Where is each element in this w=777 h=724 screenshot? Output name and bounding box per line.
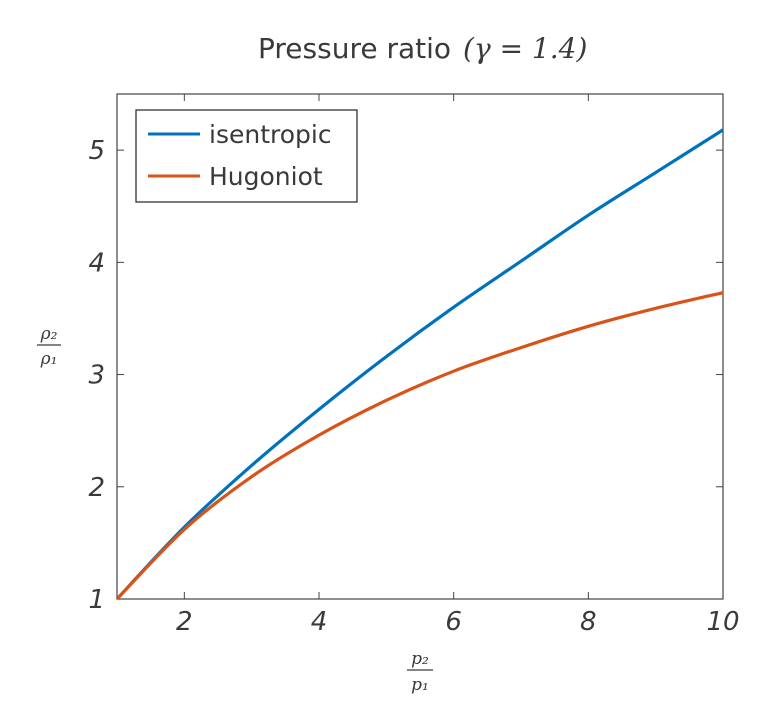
- plot-area-frame: [116, 93, 724, 600]
- y-axis-ticks: 1 2 3 4 5: [88, 136, 723, 615]
- x-tick-label-6: 6: [445, 607, 462, 637]
- y-tick-label-5: 5: [88, 136, 105, 166]
- y-axis-label-denominator: ρ₁: [40, 349, 58, 369]
- legend: isentropic Hugoniot: [135, 109, 358, 203]
- x-axis-label-denominator: p₁: [411, 675, 429, 695]
- x-tick-label-10: 10: [706, 607, 739, 637]
- series-line-hugoniot: [115, 291, 724, 601]
- chart-title-math: (γ = 1.4): [463, 32, 587, 65]
- x-axis-label-numerator: p₂: [411, 649, 429, 669]
- y-tick-label-3: 3: [88, 361, 105, 391]
- y-axis-label-numerator: ρ₂: [40, 324, 58, 344]
- series-lines: [115, 128, 724, 601]
- y-tick-label-1: 1: [88, 585, 105, 615]
- x-axis-label: p₂ p₁: [407, 649, 433, 695]
- series-line-isentropic: [115, 128, 724, 601]
- y-tick-label-2: 2: [88, 473, 105, 503]
- x-axis-ticks: 2 4 6 8 10: [176, 94, 740, 637]
- x-tick-label-2: 2: [176, 607, 193, 637]
- y-tick-label-4: 4: [88, 248, 105, 278]
- chart-title-text: Pressure ratio: [258, 32, 451, 65]
- legend-label-hugoniot: Hugoniot: [209, 162, 323, 191]
- y-axis-label: ρ₂ ρ₁: [37, 324, 61, 369]
- legend-label-isentropic: isentropic: [209, 120, 332, 149]
- chart-title: Pressure ratio (γ = 1.4): [258, 32, 587, 65]
- x-tick-label-4: 4: [311, 607, 328, 637]
- x-tick-label-8: 8: [580, 607, 597, 637]
- legend-box: [135, 109, 358, 203]
